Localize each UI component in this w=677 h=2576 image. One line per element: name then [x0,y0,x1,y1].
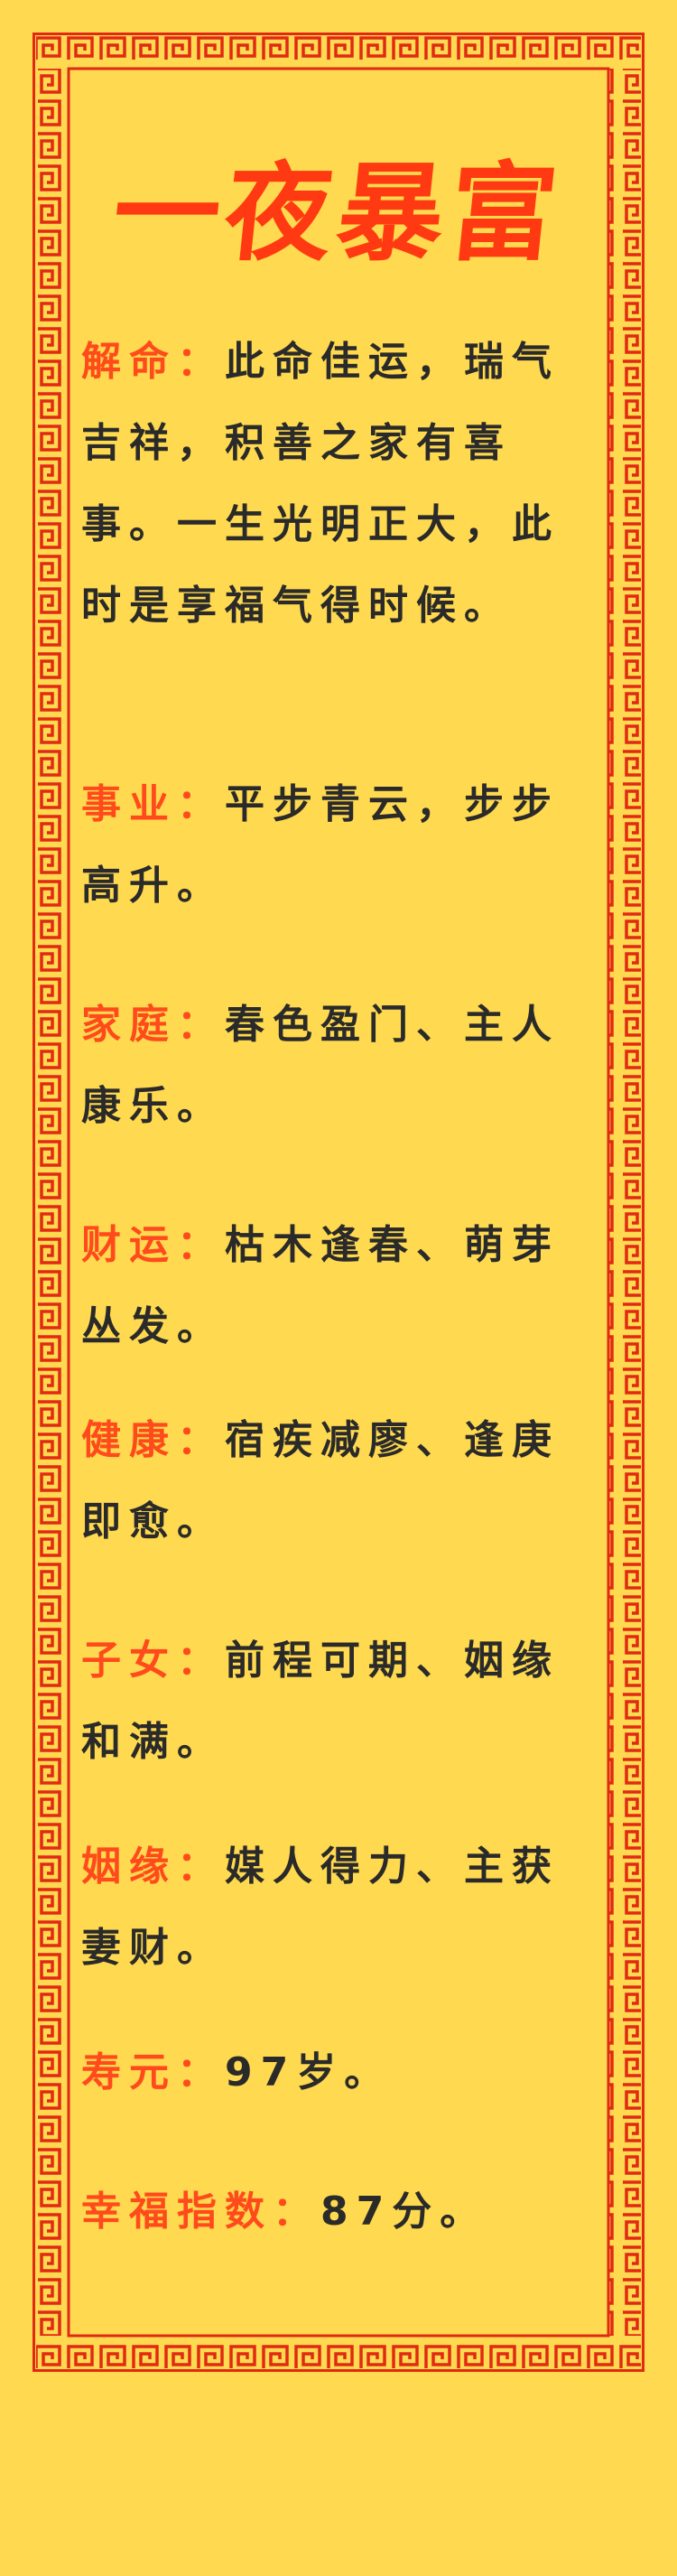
entry-wealth: 财运：枯木逢春、萌芽丛发。 [81,1205,605,1367]
entry-text: 宿疾减廖、逢庚即愈。 [81,1417,560,1545]
entry-career: 事业：平步青云，步步高升。 [81,764,605,927]
entry-label: 财运： [81,1222,225,1268]
entry-family: 家庭：春色盈门、主人康乐。 [81,985,605,1147]
entry-label: 子女： [81,1638,225,1684]
entry-text: 此命佳运，瑞气吉祥，积善之家有喜事。一生光明正大，此时是享福气得时候。 [81,339,560,629]
greek-key-border [32,33,645,2372]
entry-happiness-index: 幸福指数：87分。 [81,2171,605,2253]
entry-label: 解命： [81,339,225,385]
entry-text: 媒人得力、主获妻财。 [81,1843,560,1971]
entry-marriage: 姻缘：媒人得力、主获妻财。 [81,1826,605,1989]
entry-fate: 解命：此命佳运，瑞气吉祥，积善之家有喜事。一生光明正大，此时是享福气得时候。 [81,322,605,647]
entry-text: 平步青云，步步高升。 [81,781,560,909]
entry-text: 枯木逢春、萌芽丛发。 [81,1222,560,1349]
entry-label: 幸福指数： [81,2189,320,2235]
entry-text: 97岁。 [225,2049,393,2095]
entry-label: 健康： [81,1417,225,1463]
entry-text: 前程可期、姻缘和满。 [81,1638,560,1765]
entry-label: 事业： [81,781,225,827]
entry-text: 87分。 [320,2189,488,2235]
entry-label: 姻缘： [81,1843,225,1890]
entry-label: 寿元： [81,2049,225,2095]
entry-longevity: 寿元：97岁。 [81,2032,605,2114]
entry-text: 春色盈门、主人康乐。 [81,1002,560,1129]
page-title: 一夜暴富 [107,150,569,275]
entry-children: 子女：前程可期、姻缘和满。 [81,1620,605,1783]
entry-health: 健康：宿疾减廖、逢庚即愈。 [81,1400,605,1563]
entry-label: 家庭： [81,1002,225,1048]
